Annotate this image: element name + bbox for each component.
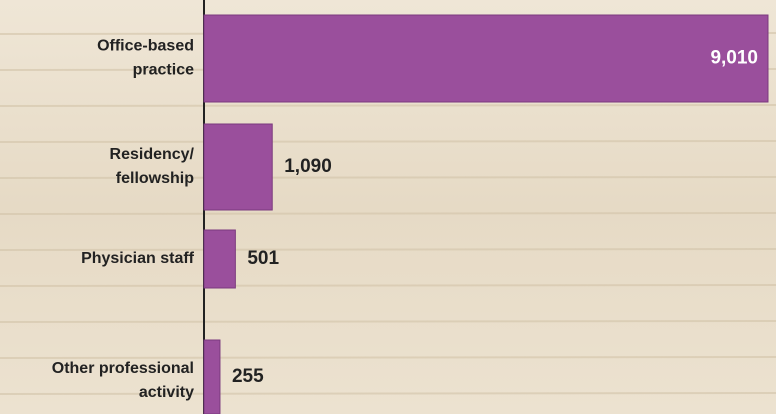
bar xyxy=(204,124,272,210)
value-label: 1,090 xyxy=(284,156,332,177)
category-label: Physician staff xyxy=(81,250,195,267)
chart: 9,010 Office-based practice 1,090 Residency/… xyxy=(0,0,776,414)
value-label: 9,010 xyxy=(710,48,758,69)
value-label: 501 xyxy=(247,248,279,269)
category-label: activity xyxy=(139,384,194,401)
category-label: Other professional xyxy=(52,360,194,377)
category-label: fellowship xyxy=(116,170,194,187)
bar xyxy=(204,340,220,414)
value-label: 255 xyxy=(232,366,264,387)
bar xyxy=(204,230,235,288)
bar xyxy=(204,15,768,102)
category-label: practice xyxy=(133,62,194,79)
category-label: Residency/ xyxy=(110,146,195,163)
category-label: Office-based xyxy=(97,38,194,55)
